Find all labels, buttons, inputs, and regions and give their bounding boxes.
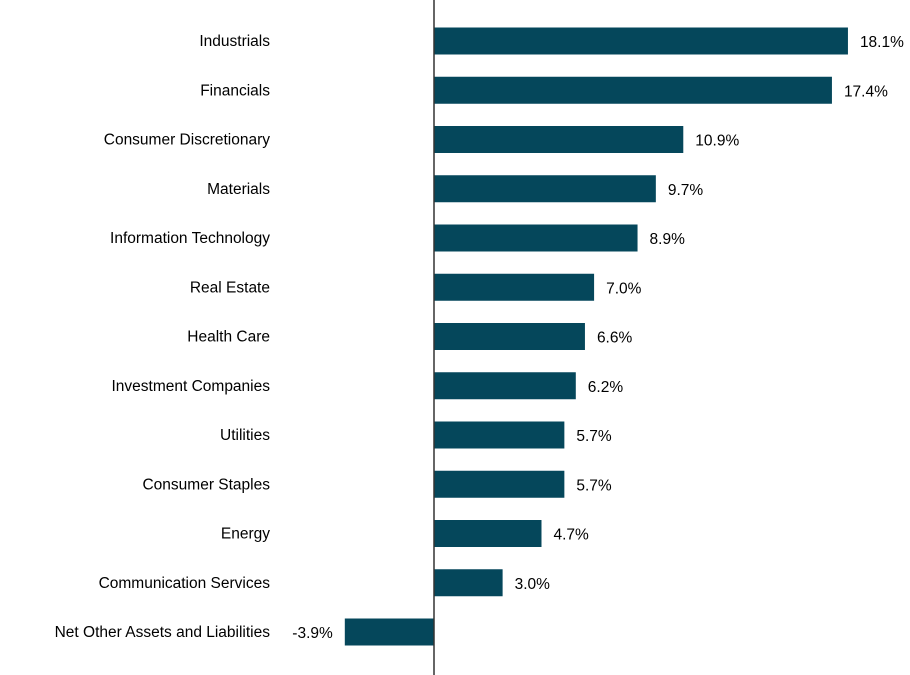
data-label: 10.9%: [695, 133, 739, 150]
bar: [434, 520, 542, 547]
category-label: Utilities: [220, 427, 270, 444]
category-label: Consumer Staples: [142, 476, 270, 493]
category-label: Industrials: [199, 33, 270, 50]
data-label: 4.7%: [553, 527, 589, 544]
category-label: Communication Services: [99, 575, 271, 592]
bar: [434, 470, 565, 498]
bar: [434, 175, 656, 203]
bar: [344, 618, 434, 646]
bar: [434, 323, 585, 350]
bar: [434, 27, 848, 55]
data-label: 18.1%: [860, 34, 904, 51]
category-label: Materials: [207, 181, 270, 198]
category-label: Investment Companies: [111, 378, 270, 395]
data-label: 17.4%: [844, 83, 888, 100]
category-label: Real Estate: [190, 279, 270, 296]
category-label: Energy: [221, 526, 270, 543]
category-label: Health Care: [187, 329, 270, 346]
data-label: 9.7%: [668, 182, 704, 199]
bar: [434, 224, 638, 252]
bar: [434, 372, 576, 400]
data-label: 5.7%: [576, 477, 612, 494]
data-label: -3.9%: [292, 625, 333, 642]
bar: [434, 76, 832, 104]
category-label: Financials: [200, 82, 270, 99]
bar: [434, 273, 595, 301]
bar: [434, 126, 684, 153]
data-label: 8.9%: [650, 231, 686, 248]
data-label: 5.7%: [576, 428, 612, 445]
bar: [434, 569, 503, 597]
data-label: 3.0%: [515, 576, 551, 593]
data-label: 6.6%: [597, 330, 633, 347]
category-label: Consumer Discretionary: [104, 132, 270, 149]
category-label: Net Other Assets and Liabilities: [55, 624, 271, 641]
category-label: Information Technology: [110, 230, 270, 247]
data-label: 6.2%: [588, 379, 624, 396]
data-label: 7.0%: [606, 280, 642, 297]
bar: [434, 421, 565, 449]
